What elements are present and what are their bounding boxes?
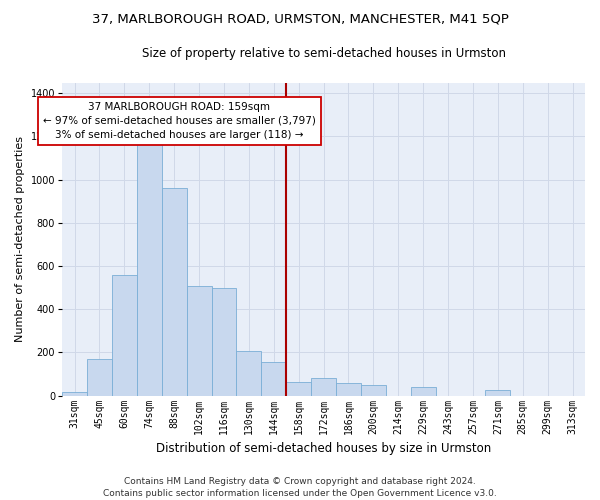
- Text: 37 MARLBOROUGH ROAD: 159sqm
← 97% of semi-detached houses are smaller (3,797)
3%: 37 MARLBOROUGH ROAD: 159sqm ← 97% of sem…: [43, 102, 316, 140]
- Bar: [112, 274, 137, 396]
- X-axis label: Distribution of semi-detached houses by size in Urmston: Distribution of semi-detached houses by …: [156, 442, 491, 455]
- Bar: [485, 390, 511, 396]
- Bar: [286, 382, 311, 396]
- Text: Contains HM Land Registry data © Crown copyright and database right 2024.
Contai: Contains HM Land Registry data © Crown c…: [103, 476, 497, 498]
- Bar: [236, 352, 262, 396]
- Bar: [162, 188, 187, 396]
- Bar: [137, 130, 162, 396]
- Bar: [361, 385, 386, 396]
- Text: 37, MARLBOROUGH ROAD, URMSTON, MANCHESTER, M41 5QP: 37, MARLBOROUGH ROAD, URMSTON, MANCHESTE…: [92, 12, 508, 26]
- Bar: [62, 392, 87, 396]
- Y-axis label: Number of semi-detached properties: Number of semi-detached properties: [15, 136, 25, 342]
- Bar: [411, 387, 436, 396]
- Bar: [311, 378, 336, 396]
- Bar: [187, 286, 212, 396]
- Bar: [262, 362, 286, 396]
- Title: Size of property relative to semi-detached houses in Urmston: Size of property relative to semi-detach…: [142, 48, 506, 60]
- Bar: [87, 359, 112, 396]
- Bar: [212, 288, 236, 396]
- Bar: [336, 382, 361, 396]
